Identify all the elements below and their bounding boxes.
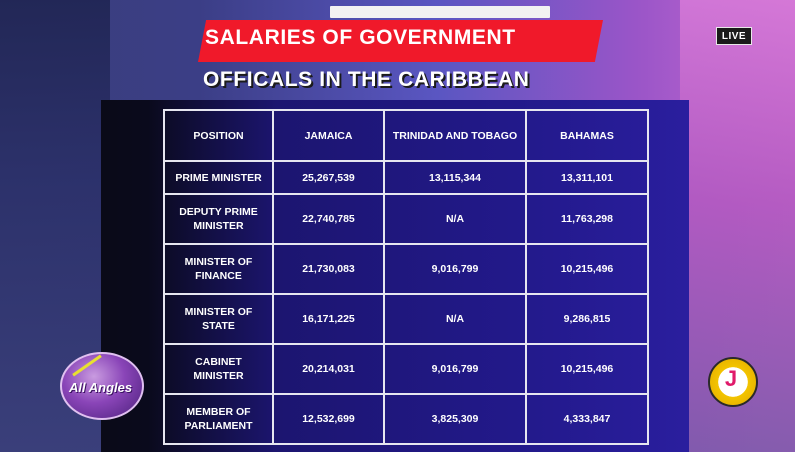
cell-jamaica: 12,532,699: [272, 393, 385, 445]
cell-jamaica: 16,171,225: [272, 293, 385, 345]
cell-bahamas: 9,286,815: [525, 293, 649, 345]
cell-bahamas: 4,333,847: [525, 393, 649, 445]
tvj-logo-icon: [708, 357, 758, 407]
table-row: CABINET MINISTER 20,214,031 9,016,799 10…: [163, 343, 649, 395]
table-row: DEPUTY PRIME MINISTER 22,740,785 N/A 11,…: [163, 193, 649, 245]
table-header-row: POSITION JAMAICA TRINIDAD AND TOBAGO BAH…: [163, 109, 649, 162]
cell-jamaica: 22,740,785: [272, 193, 385, 245]
live-badge: LIVE: [716, 27, 752, 45]
table-row: MINISTER OF STATE 16,171,225 N/A 9,286,8…: [163, 293, 649, 345]
all-angles-logo-text: All Angles: [69, 380, 133, 395]
cell-trinidad: 3,825,309: [383, 393, 527, 445]
header-bahamas: BAHAMAS: [525, 109, 649, 162]
top-white-bar: [330, 6, 550, 18]
title-banner: [198, 20, 603, 62]
header-jamaica: JAMAICA: [272, 109, 385, 162]
cell-trinidad: N/A: [383, 293, 527, 345]
cell-jamaica: 25,267,539: [272, 160, 385, 195]
title-line-1: SALARIES OF GOVERNMENT: [205, 26, 516, 49]
cell-jamaica: 20,214,031: [272, 343, 385, 395]
all-angles-logo-icon: [60, 352, 144, 420]
table-row: MINISTER OF FINANCE 21,730,083 9,016,799…: [163, 243, 649, 295]
header-trinidad: TRINIDAD AND TOBAGO: [383, 109, 527, 162]
cell-jamaica: 21,730,083: [272, 243, 385, 295]
cell-bahamas: 10,215,496: [525, 243, 649, 295]
cell-trinidad: 13,115,344: [383, 160, 527, 195]
cell-position: DEPUTY PRIME MINISTER: [163, 193, 274, 245]
cell-position: CABINET MINISTER: [163, 343, 274, 395]
header-position: POSITION: [163, 109, 274, 162]
cell-trinidad: 9,016,799: [383, 343, 527, 395]
cell-trinidad: N/A: [383, 193, 527, 245]
cell-bahamas: 13,311,101: [525, 160, 649, 195]
table-row: PRIME MINISTER 25,267,539 13,115,344 13,…: [163, 160, 649, 195]
title-line-2: OFFICALS IN THE CARIBBEAN: [203, 68, 530, 91]
cell-bahamas: 11,763,298: [525, 193, 649, 245]
cell-position: MINISTER OF STATE: [163, 293, 274, 345]
cell-position: PRIME MINISTER: [163, 160, 274, 195]
cell-position: MEMBER OF PARLIAMENT: [163, 393, 274, 445]
salary-table: POSITION JAMAICA TRINIDAD AND TOBAGO BAH…: [163, 109, 649, 445]
tvj-logo-glyph: J: [724, 366, 738, 391]
cell-trinidad: 9,016,799: [383, 243, 527, 295]
cell-bahamas: 10,215,496: [525, 343, 649, 395]
cell-position: MINISTER OF FINANCE: [163, 243, 274, 295]
table-row: MEMBER OF PARLIAMENT 12,532,699 3,825,30…: [163, 393, 649, 445]
